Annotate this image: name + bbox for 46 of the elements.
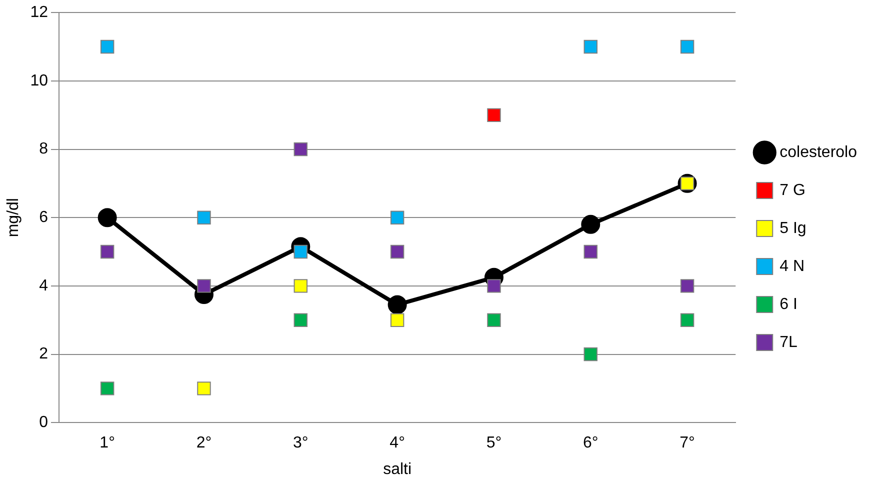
y-tick-label: 2 bbox=[39, 346, 48, 363]
point bbox=[100, 382, 114, 396]
x-tick-label: 7° bbox=[680, 434, 695, 452]
point bbox=[584, 40, 598, 54]
point bbox=[100, 244, 114, 259]
legend-label: 5 Ig bbox=[780, 220, 806, 237]
x-tick-label: 2° bbox=[196, 434, 212, 452]
point bbox=[680, 313, 694, 327]
x-axis-title: salti bbox=[383, 460, 412, 478]
legend-label: 7 G bbox=[780, 182, 806, 199]
point bbox=[487, 108, 501, 122]
y-axis-title: mg/dl bbox=[5, 198, 22, 238]
point bbox=[98, 208, 117, 228]
point bbox=[388, 295, 407, 314]
legend-label: colesterolo bbox=[780, 144, 858, 161]
point bbox=[581, 214, 600, 234]
point bbox=[294, 313, 308, 327]
point bbox=[680, 279, 694, 293]
point bbox=[680, 40, 694, 54]
point bbox=[487, 313, 501, 327]
point bbox=[197, 279, 211, 293]
point bbox=[197, 382, 211, 396]
point bbox=[390, 244, 404, 259]
point bbox=[390, 313, 404, 327]
x-tick-label: 6° bbox=[582, 434, 598, 452]
point bbox=[197, 210, 211, 224]
y-tick-label: 0 bbox=[39, 414, 48, 432]
point bbox=[100, 40, 114, 54]
y-tick-label: 6 bbox=[39, 209, 48, 226]
x-tick-label: 5° bbox=[486, 434, 502, 452]
point bbox=[294, 279, 308, 293]
x-tick-label: 1° bbox=[100, 434, 115, 452]
y-tick-label: 12 bbox=[30, 4, 48, 22]
x-tick-label: 4° bbox=[390, 434, 405, 452]
legend-label: 7L bbox=[780, 334, 798, 351]
legend-label: 4 N bbox=[780, 258, 805, 275]
y-tick-label: 10 bbox=[30, 72, 48, 90]
point bbox=[584, 244, 598, 259]
y-tick-label: 8 bbox=[39, 140, 48, 158]
point bbox=[487, 279, 501, 293]
point bbox=[294, 142, 308, 156]
y-tick-label: 4 bbox=[39, 277, 48, 294]
legend-label: 6 I bbox=[780, 296, 798, 313]
x-tick-label: 3° bbox=[293, 434, 308, 452]
point bbox=[390, 210, 404, 224]
point bbox=[584, 347, 598, 362]
